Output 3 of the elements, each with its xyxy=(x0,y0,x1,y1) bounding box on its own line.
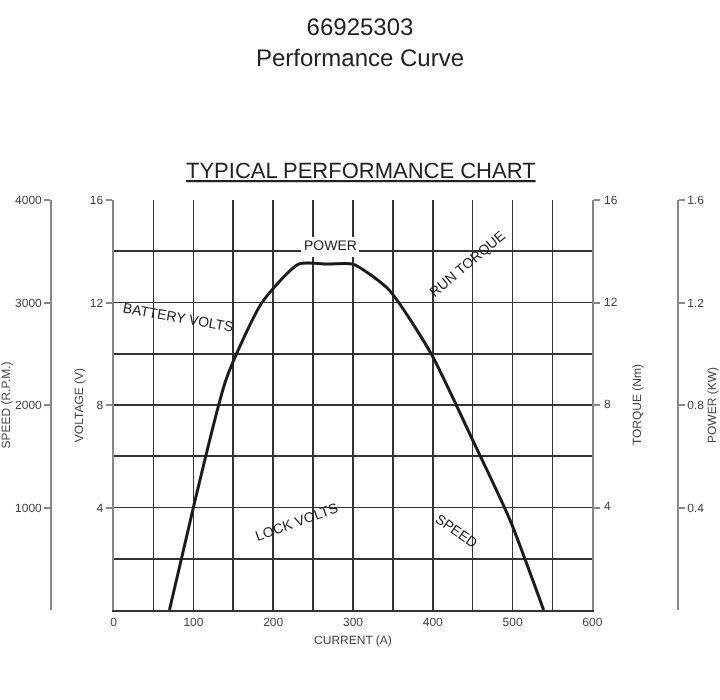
text: TYPICAL PERFORMANCE CHART xyxy=(186,160,537,184)
chart-subtitle: Performance Curve xyxy=(255,44,465,73)
chart-title: 66925303 xyxy=(306,13,415,41)
